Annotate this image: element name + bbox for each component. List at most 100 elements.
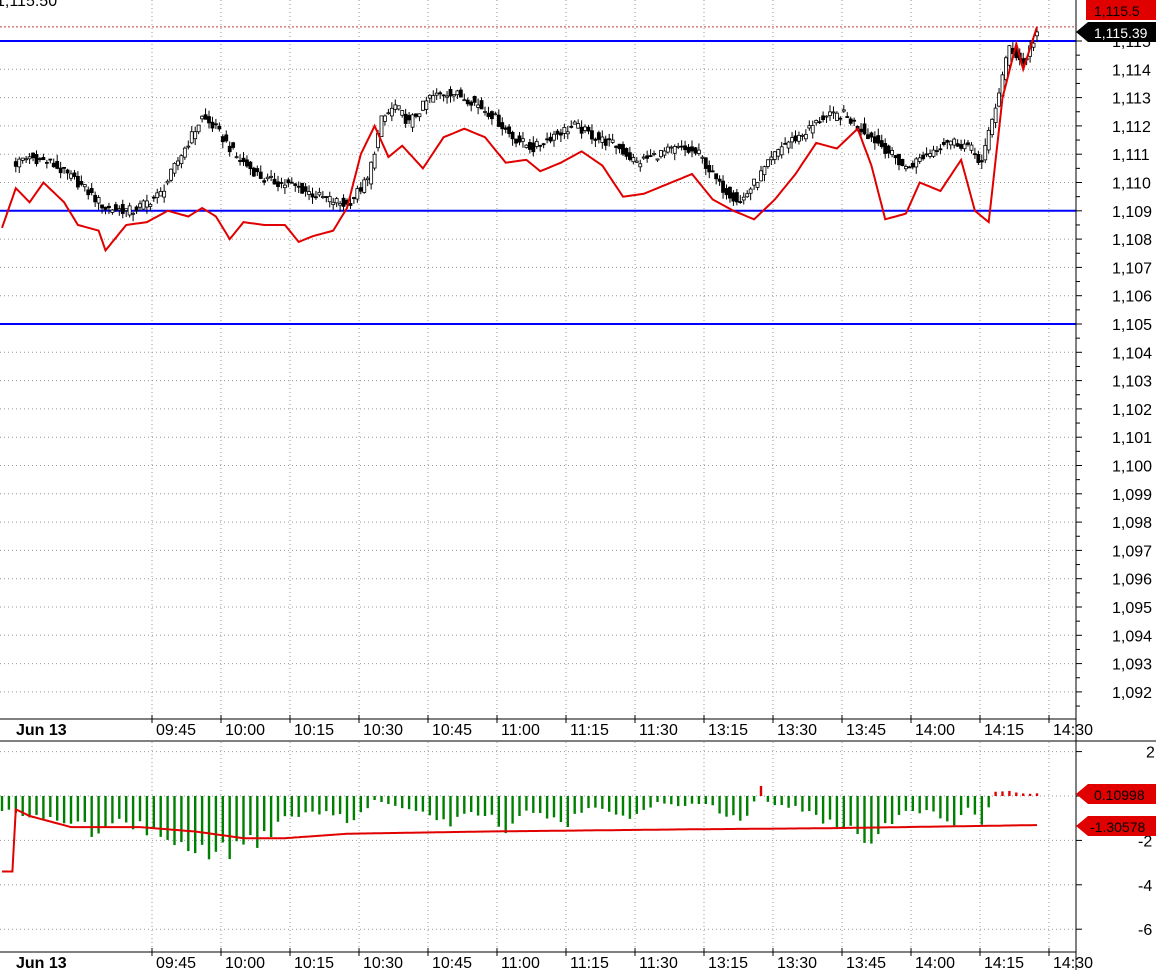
candle-body [65, 169, 70, 174]
candle-body [334, 198, 339, 204]
candle-body [272, 178, 277, 185]
price-y-tick-label: 1,114 [1112, 62, 1151, 79]
price-y-tick-label: 1,093 [1112, 657, 1152, 674]
candle-body [379, 115, 384, 138]
candle-body [721, 180, 725, 193]
candle-body [624, 148, 629, 157]
candle-body [20, 157, 25, 161]
candle-body [48, 158, 53, 161]
candle-body [983, 145, 988, 161]
candle-body [44, 161, 49, 164]
candle-body [362, 179, 367, 193]
candle-body [541, 143, 546, 146]
candle-body [838, 117, 843, 120]
price-x-tick-label: 09:45 [156, 722, 196, 739]
candle-body [396, 105, 401, 110]
candle-body [93, 194, 98, 203]
candle-body [169, 168, 173, 181]
oscillator-grid [0, 742, 1076, 952]
candle-body [897, 153, 901, 166]
candle-body [203, 114, 208, 120]
price-x-tick-label: 13:45 [846, 722, 886, 739]
candle-body [879, 140, 884, 147]
candle-body [348, 203, 353, 206]
candle-body [279, 182, 284, 184]
candle-body [17, 158, 22, 168]
candle-body [176, 160, 180, 166]
candle-body [769, 156, 774, 161]
candle-body [762, 166, 767, 176]
candle-body [652, 152, 656, 155]
candle-body [458, 89, 463, 98]
candle-body [165, 180, 170, 184]
candle-body [213, 123, 218, 126]
price-y-tick-label: 1,109 [1112, 204, 1152, 221]
candle-body [810, 125, 815, 134]
candle-body [186, 145, 191, 148]
candle-body [138, 203, 142, 208]
candle-body [196, 124, 201, 133]
candle-body [472, 95, 477, 103]
candle-body [614, 145, 618, 148]
price-y-tick-label: 1,099 [1112, 487, 1152, 504]
candle-body [303, 186, 308, 192]
last-price-header: 1,115.50 [0, 0, 57, 10]
candle-body [31, 152, 35, 159]
candle-body [76, 175, 80, 188]
price-x-tick-label: 10:15 [294, 722, 334, 739]
candle-body [427, 94, 432, 99]
candle-body [307, 191, 311, 195]
candle-body [745, 193, 750, 198]
candle-body [645, 155, 650, 159]
candle-body [872, 136, 877, 144]
candle-body [407, 114, 412, 121]
price-x-tick-label: Jun 13 [16, 722, 67, 739]
candle-body [803, 133, 808, 140]
candle-body [424, 100, 429, 110]
candle-body [959, 144, 963, 149]
candle-body [1004, 57, 1008, 81]
candle-body [124, 208, 129, 211]
candle-body [859, 128, 863, 133]
candle-body [576, 123, 581, 129]
osc-x-tick-label: 14:15 [984, 955, 1024, 970]
candle-body [372, 153, 377, 169]
candle-body [973, 153, 977, 156]
candle-body [503, 127, 508, 130]
price-horizontal-lines[interactable] [0, 40, 1076, 325]
candle-body [579, 126, 584, 134]
candle-body [383, 115, 387, 122]
candle-body [672, 146, 677, 154]
price-x-axis: Jun 13 09:45 10:00 10:15 10:30 10:45 11:00 11:1… [16, 715, 1093, 739]
candle-body [538, 144, 543, 147]
candle-body [831, 111, 836, 114]
candle-body [13, 161, 18, 167]
candle-body [403, 113, 408, 124]
price-x-tick-label: 11:30 [639, 722, 678, 739]
candle-body [669, 146, 674, 149]
candle-body [835, 112, 839, 121]
candle-body [231, 142, 236, 148]
price-y-tick-label: 1,110 [1112, 176, 1151, 193]
candle-body [590, 130, 594, 140]
candle-body [514, 138, 518, 144]
candle-body [434, 92, 439, 96]
osc-y-tick-label: 2 [1146, 745, 1155, 762]
candle-body [62, 166, 66, 169]
candle-body [262, 180, 267, 183]
candle-body [251, 167, 256, 177]
osc-x-tick-label: 10:45 [432, 955, 472, 970]
osc-x-tick-label: 10:30 [363, 955, 403, 970]
candle-body [631, 157, 636, 163]
candle-body [828, 111, 832, 116]
candle-body [783, 142, 788, 145]
histogram-last-tag: 0.10998 [1076, 784, 1156, 804]
candle-body [852, 119, 857, 122]
price-y-tick-label: 1,100 [1112, 459, 1152, 476]
price-y-tick-label: 1,113 [1112, 91, 1151, 108]
osc-x-tick-label: 10:00 [225, 955, 265, 970]
osc-y-tick-label: -6 [1138, 922, 1152, 939]
candle-body [617, 143, 622, 150]
price-y-tick-label: 1,111 [1112, 147, 1150, 164]
candle-body [489, 111, 494, 120]
